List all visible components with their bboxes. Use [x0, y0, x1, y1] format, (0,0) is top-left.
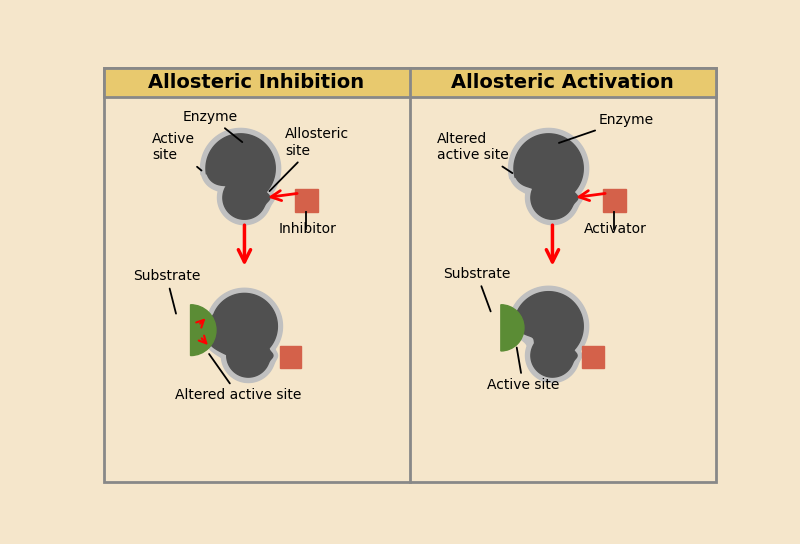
Text: Enzyme: Enzyme	[559, 113, 654, 143]
Polygon shape	[531, 334, 577, 377]
Polygon shape	[526, 171, 582, 225]
Polygon shape	[218, 171, 274, 225]
Text: Allosteric Inhibition: Allosteric Inhibition	[148, 73, 364, 92]
Polygon shape	[514, 292, 583, 361]
Bar	[602, 189, 626, 212]
Polygon shape	[222, 329, 278, 382]
Text: Substrate: Substrate	[443, 267, 510, 311]
Polygon shape	[509, 286, 589, 366]
Text: Allosteric Activation: Allosteric Activation	[451, 73, 674, 92]
Text: Allosteric
site: Allosteric site	[270, 127, 350, 191]
Bar	[104, 67, 716, 97]
Bar	[280, 347, 302, 368]
Text: Active
site: Active site	[152, 132, 202, 170]
Polygon shape	[509, 128, 589, 208]
Polygon shape	[226, 334, 273, 377]
Text: Active site: Active site	[487, 348, 559, 392]
Text: Activator: Activator	[584, 222, 647, 236]
Polygon shape	[203, 288, 282, 364]
Text: Substrate: Substrate	[133, 269, 200, 313]
Polygon shape	[201, 128, 281, 206]
Polygon shape	[206, 134, 275, 200]
Bar	[294, 189, 318, 212]
Text: Enzyme: Enzyme	[183, 110, 242, 142]
Text: Altered active site: Altered active site	[175, 354, 302, 403]
Polygon shape	[526, 329, 582, 382]
Text: Inhibitor: Inhibitor	[278, 222, 337, 236]
Polygon shape	[514, 134, 583, 203]
Wedge shape	[501, 305, 524, 351]
Wedge shape	[190, 305, 216, 356]
Text: Altered
active site: Altered active site	[437, 132, 512, 173]
Polygon shape	[531, 176, 578, 219]
Polygon shape	[223, 176, 270, 219]
Bar	[582, 347, 604, 368]
Polygon shape	[207, 293, 278, 359]
